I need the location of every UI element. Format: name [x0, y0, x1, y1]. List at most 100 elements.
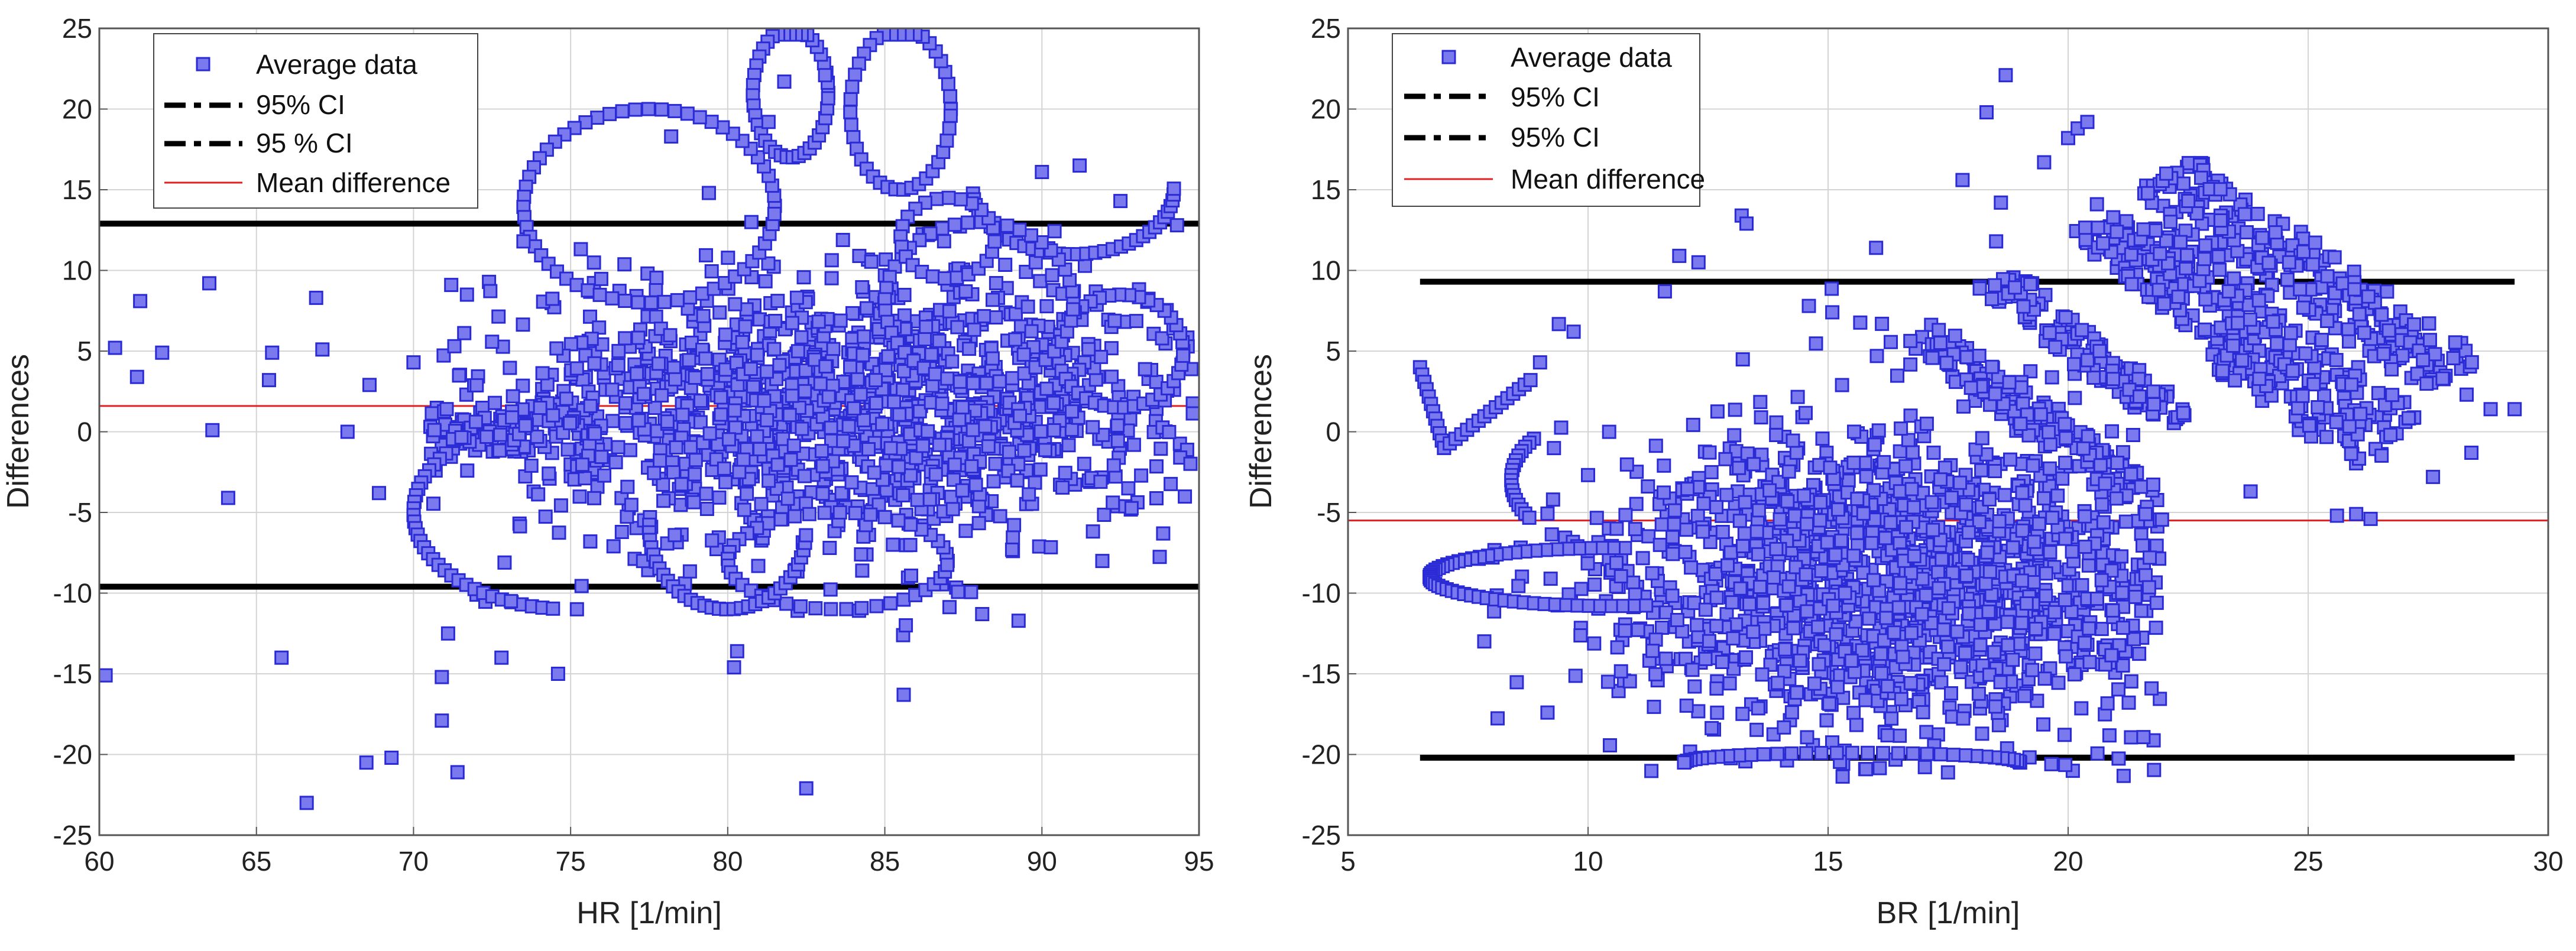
data-point — [1914, 607, 1929, 622]
data-point — [1871, 423, 1886, 438]
data-point — [2296, 300, 2311, 315]
data-point — [1058, 466, 1072, 481]
data-point — [1610, 640, 1625, 655]
data-point — [1985, 359, 2000, 374]
data-point — [1925, 350, 1940, 365]
x-tick-label: 95 — [1184, 846, 1214, 877]
data-point — [740, 486, 754, 501]
data-point — [1813, 513, 1827, 528]
data-point — [2045, 511, 2060, 525]
data-point — [2086, 371, 2101, 385]
y-tick-label: 20 — [62, 94, 92, 125]
data-point — [1702, 445, 1717, 460]
data-point — [833, 313, 848, 328]
x-tick-label: 90 — [1027, 846, 1057, 877]
data-point — [1844, 653, 1859, 668]
data-point — [2282, 255, 2296, 270]
data-point — [1800, 604, 1814, 619]
data-point — [1081, 342, 1096, 356]
data-point — [1024, 324, 1039, 339]
data-point — [133, 294, 148, 309]
data-point — [652, 356, 666, 371]
data-point — [1779, 598, 1794, 612]
y-tick-label: -25 — [53, 820, 92, 851]
data-point — [788, 509, 802, 524]
x-tick-label: 15 — [1813, 846, 1843, 877]
data-point — [2460, 387, 2474, 402]
data-point — [1853, 315, 1868, 330]
data-point — [1153, 442, 1168, 456]
data-point — [1078, 258, 1092, 273]
data-point — [854, 601, 869, 615]
plot-frame — [98, 27, 1200, 836]
data-point — [1739, 650, 1753, 665]
data-point — [1862, 611, 1877, 626]
y-tick-label: 0 — [77, 417, 92, 447]
x-tick-label: 65 — [241, 846, 271, 877]
data-point — [978, 419, 993, 434]
x-tick-labels: 5 10 15 20 25 30 — [1340, 846, 2563, 877]
data-point — [1744, 748, 1758, 762]
data-point — [2023, 277, 2038, 291]
x-tick-label: 20 — [2053, 846, 2083, 877]
data-point — [2057, 417, 2072, 431]
data-point — [883, 596, 898, 611]
data-point — [1684, 560, 1699, 575]
data-point — [1065, 302, 1080, 317]
data-point — [1903, 357, 1918, 372]
data-point — [1982, 564, 1997, 579]
data-point — [971, 516, 986, 531]
data-point — [1747, 457, 1761, 472]
data-point — [744, 215, 759, 229]
data-point — [968, 478, 983, 492]
data-point — [1898, 459, 1913, 473]
data-point — [1855, 643, 1869, 658]
data-point — [590, 111, 605, 125]
data-point — [1919, 416, 1934, 431]
data-point — [1919, 588, 1933, 603]
data-point — [1690, 508, 1705, 523]
data-point — [1769, 541, 1784, 556]
data-point — [1733, 581, 1748, 596]
data-point — [850, 372, 865, 387]
data-point — [814, 444, 829, 459]
data-point — [2031, 517, 2046, 531]
data-point — [1972, 281, 1987, 296]
data-point — [892, 407, 907, 422]
data-point — [2124, 247, 2138, 262]
data-point — [1849, 718, 1864, 732]
data-point — [1580, 556, 1595, 571]
data-point — [988, 456, 1003, 471]
data-point — [468, 414, 483, 429]
data-point — [981, 439, 996, 454]
data-point — [1784, 705, 1799, 720]
data-point — [1722, 676, 1737, 691]
data-point — [1698, 651, 1713, 666]
data-point — [1038, 443, 1052, 457]
legend-label-ci-1: 95% CI — [256, 89, 345, 120]
data-point — [955, 400, 970, 415]
data-point — [1941, 601, 1956, 616]
data-point — [1948, 329, 1962, 343]
data-point — [1613, 664, 1628, 679]
data-point — [1869, 241, 1884, 255]
data-point — [1997, 488, 2012, 502]
data-point — [989, 276, 1003, 290]
data-point — [653, 453, 667, 468]
data-point — [1606, 541, 1621, 556]
data-point — [1757, 747, 1771, 762]
data-point — [1751, 503, 1766, 518]
legend-marker-average — [1441, 50, 1456, 64]
data-point — [836, 434, 851, 449]
data-point — [2146, 384, 2161, 399]
data-point — [1883, 515, 1898, 530]
data-point — [2446, 351, 2461, 365]
data-point — [1176, 348, 1191, 363]
data-point — [221, 491, 235, 505]
data-point — [1686, 417, 1700, 432]
data-point — [542, 466, 556, 481]
data-point — [1708, 567, 1723, 581]
data-point — [2239, 225, 2254, 239]
data-point — [1826, 598, 1841, 613]
data-point — [1511, 579, 1526, 593]
